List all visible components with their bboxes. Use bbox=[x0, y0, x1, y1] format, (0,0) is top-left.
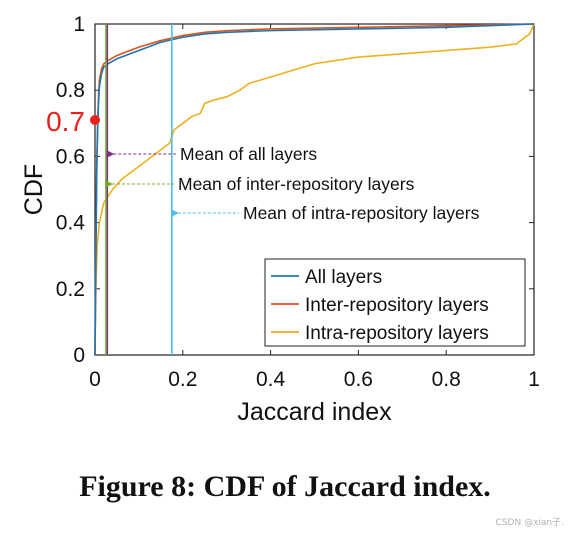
x-tick-label: 0.2 bbox=[168, 368, 197, 391]
x-axis-label: Jaccard index bbox=[237, 398, 392, 426]
mean-annotation-2: Mean of intra-repository layers bbox=[243, 203, 480, 223]
x-tick-label: 0.8 bbox=[432, 368, 461, 391]
y-tick-label: 0.4 bbox=[56, 212, 86, 235]
y-tick-label: 0.2 bbox=[56, 278, 85, 301]
y-axis-label: CDF bbox=[20, 164, 48, 215]
legend: All layers Inter-repository layers Intra-r… bbox=[264, 258, 526, 347]
legend-label-2: Intra-repository layers bbox=[305, 323, 489, 344]
cdf-chart: 0 0.2 0.4 0.6 0.8 1 0 0.2 0.4 0.6 0.8 1 Jaccard inde… bbox=[20, 13, 540, 426]
y-tick-label: 0.6 bbox=[56, 145, 85, 168]
x-tick-label: 1 bbox=[528, 368, 540, 391]
highlight-label: 0.7 bbox=[46, 106, 85, 137]
mean-annotation-0: Mean of all layers bbox=[180, 144, 317, 164]
y-tick-label: 0.8 bbox=[56, 79, 85, 102]
series-line-2 bbox=[94, 23, 535, 356]
figure-caption: Figure 8: CDF of Jaccard index. bbox=[79, 470, 491, 503]
highlight-point bbox=[90, 114, 100, 125]
watermark: CSDN @xian子. bbox=[495, 518, 564, 528]
plot-area: 0 0.2 0.4 0.6 0.8 1 0 0.2 0.4 0.6 0.8 1 Jaccard inde… bbox=[20, 13, 540, 426]
x-tick-label: 0 bbox=[89, 368, 101, 391]
legend-label-1: Inter-repository layers bbox=[305, 295, 489, 316]
x-tick-label: 0.6 bbox=[344, 368, 373, 391]
legend-label-0: All layers bbox=[305, 267, 382, 288]
legend-box bbox=[264, 258, 526, 347]
y-tick-label: 0 bbox=[73, 344, 85, 367]
series-line-0 bbox=[94, 23, 535, 356]
y-tick-label: 1 bbox=[73, 13, 85, 36]
mean-annotation-1: Mean of inter-repository layers bbox=[178, 174, 415, 194]
axes-frame bbox=[94, 23, 535, 356]
x-tick-label: 0.4 bbox=[256, 368, 286, 391]
